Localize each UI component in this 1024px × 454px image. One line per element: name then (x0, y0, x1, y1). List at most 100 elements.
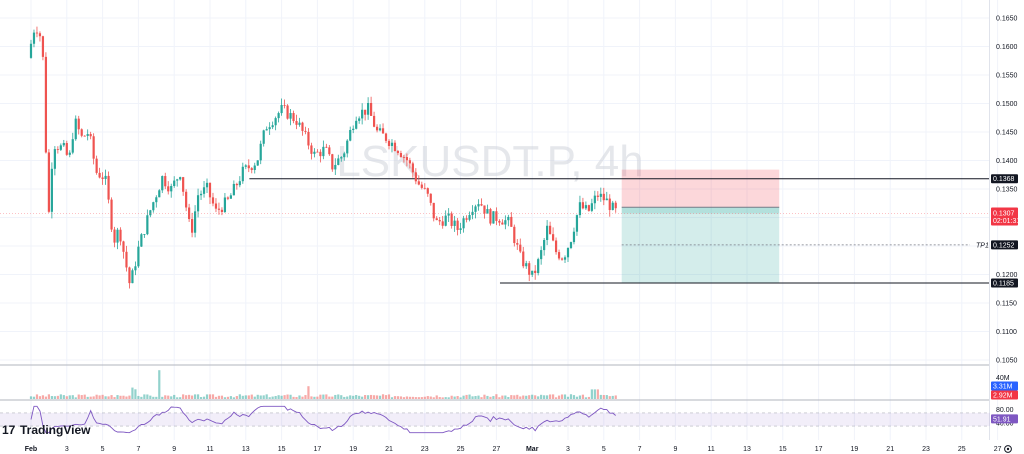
candle-body (196, 195, 200, 212)
candle-body (68, 152, 71, 155)
candle-body (396, 150, 400, 154)
volume-bar (95, 394, 98, 399)
candle-body (605, 198, 608, 201)
candle-body (307, 131, 310, 146)
volume-bar (519, 396, 522, 399)
candle-body (525, 263, 528, 267)
vertical-gridlines (30, 0, 999, 440)
volume-bar (140, 396, 143, 399)
volume-bar (65, 396, 68, 399)
volume-bar (513, 395, 516, 399)
price-tick-label: 0.1600 (996, 44, 1018, 51)
volume-bar (396, 396, 400, 399)
candle-body (453, 220, 456, 226)
volume-bar (450, 395, 453, 399)
candle-body (551, 234, 555, 241)
volume-bar (313, 396, 316, 399)
candle-body (193, 211, 197, 233)
rsi-pane: 80.00 40.00 (0, 405, 1014, 434)
tradingview-logo[interactable]: 17 TradingView (2, 423, 91, 437)
candle-body (572, 231, 576, 243)
candle-body (229, 195, 232, 199)
price-tick-label: 0.1050 (996, 358, 1018, 365)
candle-body (244, 165, 247, 167)
volume-bar (101, 394, 104, 399)
candle-body (465, 218, 468, 220)
candle-body (378, 128, 382, 131)
volume-bar (429, 396, 432, 399)
last-price-countdown: 02:01:31 (993, 218, 1020, 225)
volume-bar (390, 397, 394, 399)
candle-body (372, 115, 376, 127)
short-position-tool[interactable]: TP1 (621, 169, 989, 284)
candle-body (140, 234, 143, 247)
candle-body (384, 133, 388, 141)
candle-body (199, 193, 203, 196)
candle-body (602, 193, 605, 201)
candle-body (116, 229, 119, 243)
candle-body (250, 168, 253, 170)
volume-bar (56, 395, 59, 399)
time-tick-label: 3 (566, 446, 570, 453)
volume-bar (483, 394, 486, 399)
candle-body (513, 226, 516, 244)
time-tick-label: 25 (457, 446, 465, 453)
volume-bar (489, 396, 492, 399)
candle-body (349, 129, 352, 141)
support-price-badge: 0.1185 (993, 281, 1014, 288)
volume-bar (68, 395, 71, 399)
last-price-badge: 0.1307 (993, 211, 1015, 218)
volume-bar (447, 397, 450, 399)
volume-bar (128, 395, 131, 399)
candle-body (89, 134, 92, 137)
candle-body (247, 165, 250, 169)
time-tick-label: 19 (349, 446, 357, 453)
candle-body (411, 163, 414, 173)
price-tick-label: 0.1200 (996, 272, 1018, 279)
volume-bar (125, 396, 128, 399)
volume-bar (590, 389, 593, 399)
volume-bar (289, 394, 292, 399)
support-price-badge-bg (991, 278, 1018, 288)
candle-body (283, 104, 286, 106)
volume-bar (110, 395, 113, 399)
candle-body (143, 234, 146, 235)
candle-body (235, 183, 238, 186)
candle-body (393, 142, 397, 151)
volume-bar (465, 394, 468, 399)
volume-bar (384, 395, 388, 399)
settings-gear-icon[interactable] (1004, 445, 1012, 453)
candle-body (543, 240, 546, 251)
time-tick-label: Mar (526, 446, 539, 453)
candle-body (149, 210, 152, 216)
time-tick-label: 15 (779, 446, 787, 453)
volume-bar (286, 394, 289, 399)
candle-body (596, 195, 599, 197)
volume-bar (316, 396, 319, 399)
candle-body (44, 56, 48, 153)
candle-body (528, 263, 531, 275)
candle-body (352, 128, 355, 130)
candle-body (441, 221, 444, 226)
volume-bar (423, 396, 426, 399)
time-tick-label: 27 (994, 446, 1002, 453)
candle-body (468, 215, 471, 220)
candle-body (101, 177, 104, 179)
candle-body (495, 211, 498, 221)
volume-bar (387, 394, 391, 399)
time-axis[interactable]: Feb 3 5 7 9 11 13 15 17 19 21 23 25 27 Mar 3 5 7 9 11 13 15 17… (25, 446, 1002, 453)
candle-body (152, 202, 155, 211)
volume-bar (405, 396, 408, 399)
time-tick-label: 9 (172, 446, 176, 453)
volume-bar (256, 394, 259, 399)
symbol-watermark: LSKUSDT.P, 4h (336, 137, 643, 186)
volume-bar (572, 395, 576, 399)
time-tick-label: 3 (65, 446, 69, 453)
candle-body (587, 205, 590, 211)
horizontal-levels[interactable] (249, 178, 990, 284)
candle-body (119, 229, 122, 242)
candle-body (402, 156, 406, 158)
price-tick-label: 0.1650 (996, 16, 1018, 23)
volume-bar (295, 397, 298, 399)
